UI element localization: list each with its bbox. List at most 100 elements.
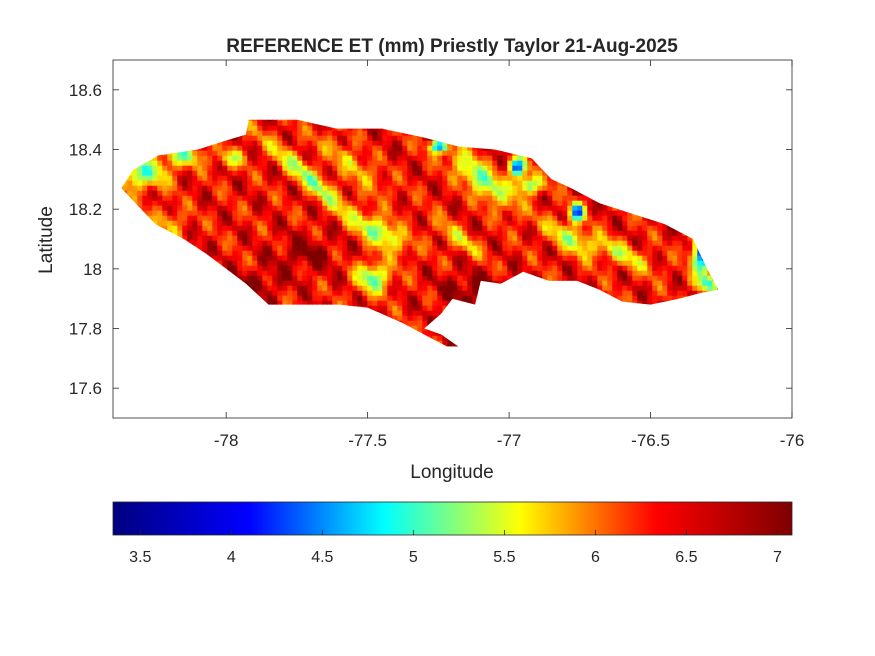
heatmap-cell [152,160,158,167]
heatmap-cell [527,245,533,252]
heatmap-cell [202,145,208,152]
heatmap-cell [567,230,573,237]
heatmap-cell [452,180,458,187]
heatmap-cell [437,150,443,157]
heatmap-cell [362,190,368,197]
heatmap-cell [302,255,308,262]
heatmap-cell [542,190,548,197]
heatmap-cell [437,185,443,192]
heatmap-cell [242,140,248,147]
heatmap-cell [197,210,203,217]
heatmap-cell [577,225,583,232]
heatmap-cell [297,150,303,157]
heatmap-cell [192,190,198,197]
heatmap-cell [492,215,498,222]
heatmap-cell [572,260,578,267]
heatmap-cell [282,185,288,192]
heatmap-cell [227,185,233,192]
heatmap-cell [447,340,453,347]
heatmap-cell [197,170,203,177]
heatmap-cell [337,215,343,222]
heatmap-cell [482,185,488,192]
heatmap-cell [202,170,208,177]
heatmap-cell [407,310,413,317]
heatmap-cell [487,190,493,197]
heatmap-cell [577,200,583,207]
heatmap-cell [327,205,333,212]
heatmap-cell [232,200,238,207]
heatmap-cell [382,170,388,177]
heatmap-cell [217,215,223,222]
heatmap-cell [542,265,548,272]
heatmap-cell [572,265,578,272]
heatmap-cell [462,255,468,262]
heatmap-cell [472,220,478,227]
heatmap-cell [282,175,288,182]
heatmap-cell [417,295,423,302]
heatmap-cell [357,225,363,232]
heatmap-cell [537,165,543,172]
heatmap-cell [307,245,313,252]
heatmap-cell [302,230,308,237]
heatmap-cell [427,330,433,337]
heatmap-cell [442,210,448,217]
heatmap-cell [267,295,273,302]
heatmap-cell [327,290,333,297]
heatmap-cell [202,220,208,227]
heatmap-cell [182,155,188,162]
heatmap-cell [342,155,348,162]
heatmap-cell [582,265,588,272]
heatmap-cell [342,230,348,237]
heatmap-cell [177,155,183,162]
heatmap-cell [502,175,508,182]
heatmap-cell [422,180,428,187]
heatmap-cell [472,185,478,192]
heatmap-cell [387,165,393,172]
heatmap-cell [292,220,298,227]
heatmap-cell [347,220,353,227]
heatmap-cell [127,180,133,187]
heatmap-cell [282,130,288,137]
heatmap-cell [452,200,458,207]
heatmap-cell [397,160,403,167]
heatmap-cell [437,250,443,257]
heatmap-cell [432,145,438,152]
heatmap-cell [132,190,138,197]
heatmap-cell [162,225,168,232]
heatmap-cell [467,215,473,222]
heatmap-cell [492,275,498,282]
heatmap-cell [332,280,338,287]
heatmap-cell [447,280,453,287]
heatmap-cell [162,165,168,172]
heatmap-cell [487,250,493,257]
heatmap-cell [512,240,518,247]
heatmap-cell [427,230,433,237]
heatmap-cell [342,195,348,202]
heatmap-cell [457,220,463,227]
heatmap-cell [297,119,303,122]
heatmap-cell [442,285,448,292]
heatmap-cell [362,245,368,252]
heatmap-cell [272,160,278,167]
heatmap-cell [267,230,273,237]
heatmap-cell [517,230,523,237]
heatmap-cell [282,250,288,257]
heatmap-cell [552,205,558,212]
heatmap-cell [277,120,283,127]
heatmap-cell [372,240,378,247]
heatmap-cell [267,270,273,277]
heatmap-cell [277,280,283,287]
heatmap-cell [447,345,453,347]
heatmap-cell [282,275,288,282]
heatmap-cell [527,265,533,272]
heatmap-cell [172,150,178,157]
heatmap-cell [577,245,583,252]
heatmap-cell [532,220,538,227]
heatmap-cell [212,235,218,242]
heatmap-cell [407,305,413,312]
heatmap-cell [387,180,393,187]
heatmap-cell [357,260,363,267]
heatmap-cell [427,170,433,177]
heatmap-cell [107,111,113,117]
heatmap-cell [432,240,438,247]
